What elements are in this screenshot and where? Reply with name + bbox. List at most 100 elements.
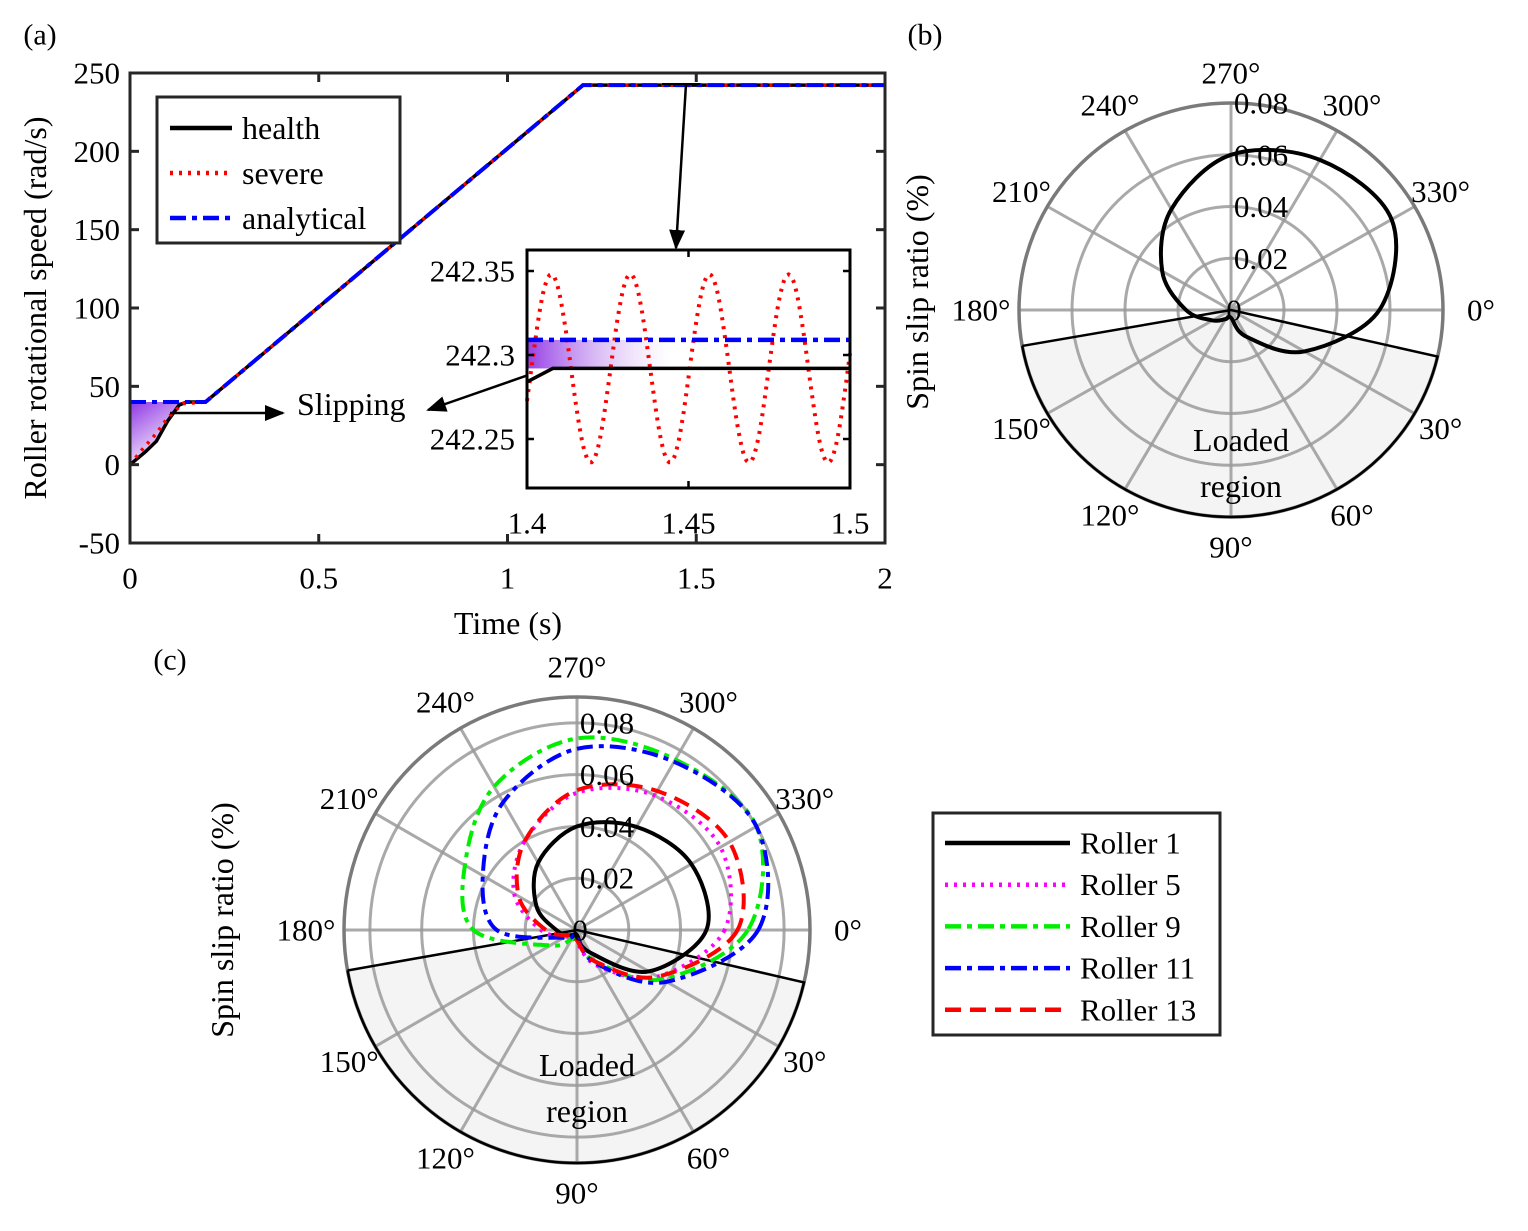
slipping-annotation: Slipping xyxy=(297,386,405,422)
legend-rollers: Roller 1 Roller 5 Roller 9 Roller 11 Roller … xyxy=(931,811,1222,1037)
inset-x-tick-label: 1.45 xyxy=(661,506,715,541)
angular-grid-line xyxy=(1046,205,1232,312)
x-axis-label: Time (s) xyxy=(454,605,562,641)
angular-grid-line xyxy=(374,812,578,932)
theta-tick-label: 300° xyxy=(679,685,738,720)
y-tick-label: 100 xyxy=(74,291,121,326)
legend-label-roller9: Roller 9 xyxy=(1080,909,1181,944)
radial-tick-label: 0.08 xyxy=(1234,86,1288,121)
y-tick-label: 150 xyxy=(74,212,121,247)
radial-tick-label: 0.08 xyxy=(580,705,634,740)
radial-tick-label: 0.04 xyxy=(1234,189,1289,224)
angular-grid-line xyxy=(1123,309,1233,491)
loaded-region-label: Loaded xyxy=(1193,422,1289,458)
legend-label-roller13: Roller 13 xyxy=(1080,992,1196,1027)
inset-slipping-fill xyxy=(527,339,673,369)
inset-y-tick-label: 242.3 xyxy=(445,338,515,373)
theta-tick-label: 300° xyxy=(1323,87,1382,122)
angular-grid-line xyxy=(1123,129,1233,311)
angular-grid-line xyxy=(1230,205,1416,312)
theta-tick-label: 180° xyxy=(277,913,336,948)
x-tick-label: 1 xyxy=(500,561,516,596)
y-tick-label: 0 xyxy=(105,447,121,482)
inset-series-severe xyxy=(525,272,852,465)
legend-label-roller11: Roller 11 xyxy=(1080,951,1195,986)
loaded-region-label: Loaded xyxy=(539,1047,635,1083)
zoom-inset: 242.25 242.3 242.35 1.4 1.45 1.5 xyxy=(430,248,869,541)
polar-series-roller-1 xyxy=(1158,147,1399,355)
theta-tick-label: 330° xyxy=(1411,174,1470,209)
theta-tick-label: 210° xyxy=(320,781,379,816)
theta-tick-label: 120° xyxy=(416,1140,475,1175)
x-tick-label: 1.5 xyxy=(677,561,716,596)
theta-tick-label: 30° xyxy=(1419,411,1462,446)
legend-box xyxy=(155,95,402,245)
y-tick-label: 50 xyxy=(89,369,120,404)
theta-tick-label: 30° xyxy=(783,1044,826,1079)
x-tick-label: 0.5 xyxy=(299,561,338,596)
theta-tick-label: 60° xyxy=(1330,498,1373,533)
loaded-region-label: region xyxy=(546,1093,628,1129)
y-tick-label: -50 xyxy=(79,526,120,561)
y-tick-label: 200 xyxy=(74,134,121,169)
panel-c-polar-chart: 0° 30° 60° 90° 120° 150° 180° 210° 240° 270° 300° 3… xyxy=(204,650,1222,1211)
radial-tick-label: 0 xyxy=(572,913,588,948)
panel-label-c: (c) xyxy=(153,644,186,677)
inset-series-health xyxy=(526,366,850,384)
theta-tick-label: 120° xyxy=(1081,498,1140,533)
angular-grid-line xyxy=(576,928,780,1048)
radial-tick-label: 0.02 xyxy=(1234,241,1288,276)
y-tick-label: 250 xyxy=(74,56,121,91)
theta-tick-label: 240° xyxy=(416,685,475,720)
angular-grid-line xyxy=(1046,308,1232,415)
radial-tick-label: 0.06 xyxy=(1234,137,1288,172)
slipping-region-fill xyxy=(130,402,187,465)
theta-tick-label: 210° xyxy=(992,174,1051,209)
theta-tick-label: 330° xyxy=(775,781,834,816)
loaded-region-boundary xyxy=(346,928,806,1165)
inset-y-tick-label: 242.35 xyxy=(430,254,515,289)
panel-b-polar-chart: 0° 30° 60° 90° 120° 150° 180° 210° 240° 270° 300° 3… xyxy=(899,56,1495,565)
polar-series-roller-1 xyxy=(531,820,711,974)
radial-tick-label: 0.04 xyxy=(580,809,635,844)
angular-grid-line xyxy=(374,928,578,1048)
inset-x-tick-label: 1.4 xyxy=(508,506,547,541)
y-axis-label: Roller rotational speed (rad/s) xyxy=(17,117,53,500)
loaded-region-boundary xyxy=(1020,308,1440,519)
angular-grid-line xyxy=(459,727,579,931)
theta-tick-label: 180° xyxy=(952,293,1011,328)
legend: health severe analytical xyxy=(155,95,402,245)
panel-label-b: (b) xyxy=(908,19,943,52)
angular-grid-line xyxy=(459,929,579,1133)
legend-box xyxy=(931,811,1222,1037)
theta-tick-label: 0° xyxy=(834,913,862,948)
theta-tick-label: 0° xyxy=(1467,293,1495,328)
x-tick-label: 2 xyxy=(877,561,893,596)
legend-label-analytical: analytical xyxy=(242,200,366,236)
legend-label-health: health xyxy=(242,110,320,146)
radial-tick-label: 0.06 xyxy=(580,757,634,792)
theta-tick-label: 90° xyxy=(555,1176,598,1211)
theta-tick-label: 270° xyxy=(1202,56,1261,91)
legend-label-roller1: Roller 1 xyxy=(1080,826,1181,861)
theta-tick-label: 150° xyxy=(992,411,1051,446)
radial-tick-label: 0 xyxy=(1226,293,1242,328)
legend-label-severe: severe xyxy=(242,155,324,191)
theta-tick-label: 270° xyxy=(548,650,607,685)
r-axis-label: Spin slip ratio (%) xyxy=(899,174,935,410)
theta-tick-label: 240° xyxy=(1081,87,1140,122)
angular-grid-line xyxy=(1230,308,1416,415)
panel-label-a: (a) xyxy=(23,19,56,52)
legend-label-roller5: Roller 5 xyxy=(1080,867,1181,902)
radial-tick-label: 0.02 xyxy=(580,861,634,896)
theta-tick-label: 60° xyxy=(687,1140,730,1175)
theta-tick-label: 150° xyxy=(320,1044,379,1079)
arrow-to-inset xyxy=(669,83,688,250)
r-axis-label: Spin slip ratio (%) xyxy=(204,802,240,1038)
loaded-region-label: region xyxy=(1200,468,1282,504)
inset-y-tick-label: 242.25 xyxy=(430,422,515,457)
angular-grid-line xyxy=(576,812,780,932)
theta-tick-label: 90° xyxy=(1209,530,1252,565)
